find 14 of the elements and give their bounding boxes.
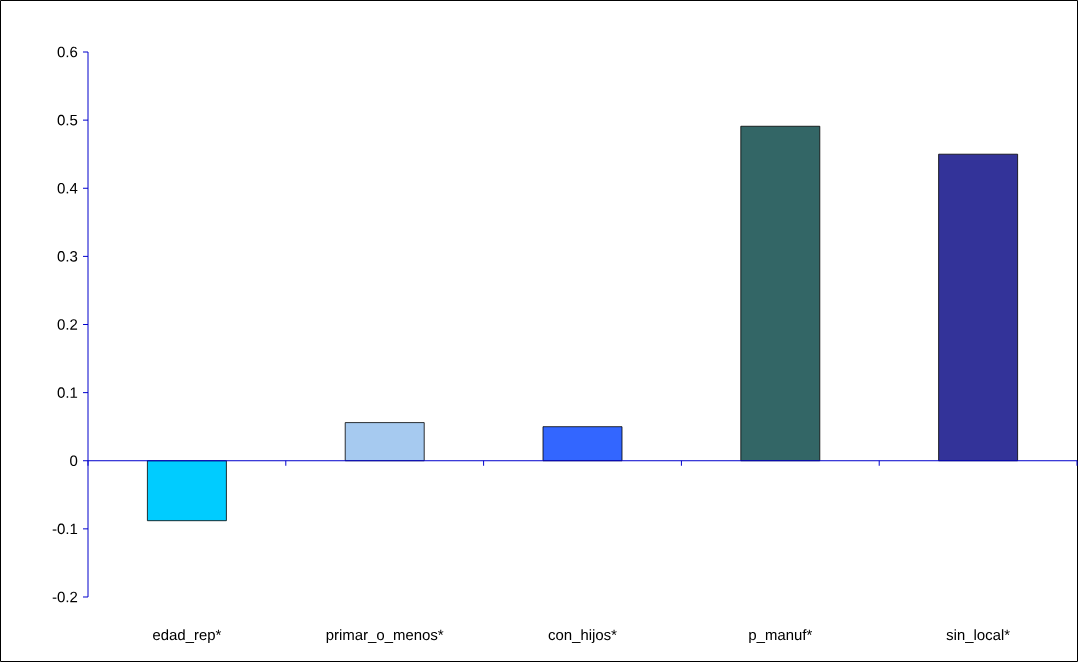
y-tick-label: 0: [70, 455, 78, 467]
x-tick-label: edad_rep*: [153, 629, 222, 644]
y-tick-label: -0.2: [52, 591, 78, 603]
y-tick-label: 0.4: [57, 182, 78, 194]
y-tick-label: 0.3: [57, 251, 78, 262]
x-tick-label: primar_o_menos*: [326, 629, 444, 644]
y-tick-label: 0.6: [57, 46, 78, 58]
y-tick-label: 0.1: [57, 387, 78, 398]
x-tick-label: con_hijos*: [548, 629, 617, 644]
y-tick-label: 0.2: [57, 319, 78, 330]
x-tick-label: sin_local*: [946, 629, 1010, 643]
y-tick-label: 0.5: [57, 114, 78, 126]
y-tick-label: -0.1: [52, 523, 78, 535]
x-tick-label: p_manuf*: [749, 629, 813, 644]
